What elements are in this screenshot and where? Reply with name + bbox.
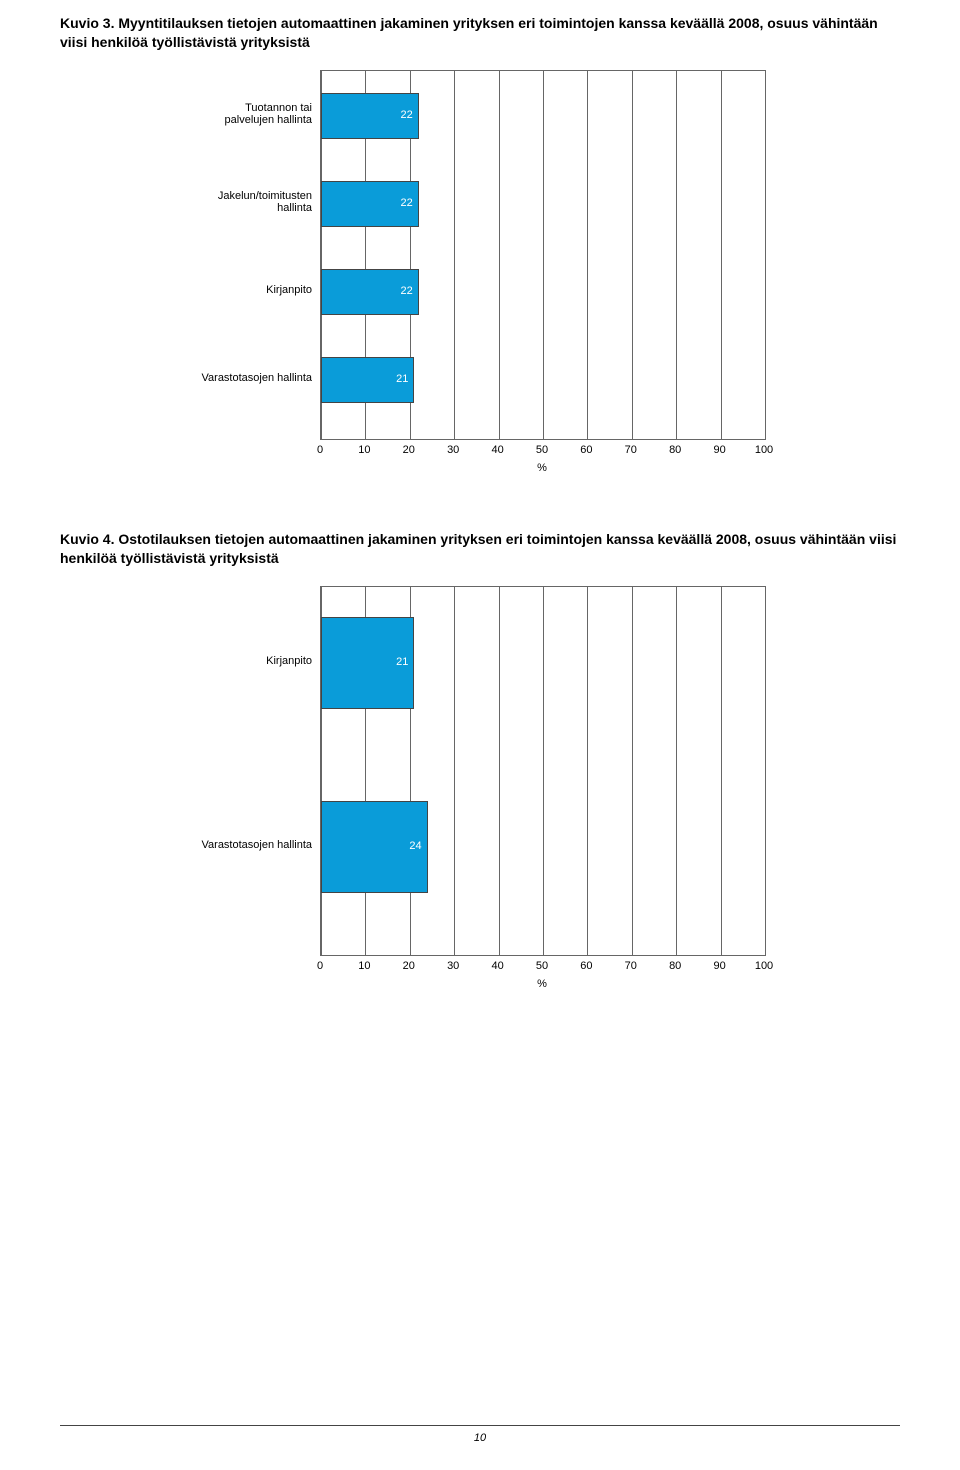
x-tick-label: 90	[713, 960, 725, 972]
x-tick-label: 50	[536, 960, 548, 972]
gridline	[499, 587, 500, 955]
gridline	[454, 587, 455, 955]
category-label-line: palvelujen hallinta	[196, 114, 312, 127]
footer-rule	[60, 1425, 900, 1426]
category-label: Tuotannon taipalvelujen hallinta	[196, 102, 312, 127]
x-axis-label: %	[537, 462, 547, 474]
x-tick-label: 10	[358, 960, 370, 972]
category-label-line: Jakelun/toimitusten	[196, 190, 312, 203]
bar-value-label: 22	[397, 197, 417, 209]
x-tick-label: 80	[669, 960, 681, 972]
gridline	[499, 71, 500, 439]
category-label-line: Varastotasojen hallinta	[196, 839, 312, 852]
gridline	[721, 71, 722, 439]
category-label: Kirjanpito	[196, 284, 312, 297]
category-label-line: Tuotannon tai	[196, 102, 312, 115]
category-label-line: hallinta	[196, 202, 312, 215]
gridline	[765, 587, 766, 955]
bar-value-label: 22	[397, 109, 417, 121]
x-tick-label: 70	[625, 960, 637, 972]
x-tick-label: 60	[580, 960, 592, 972]
gridline	[587, 71, 588, 439]
bar-value-label: 21	[392, 656, 412, 668]
category-label: Kirjanpito	[196, 655, 312, 668]
x-tick-label: 90	[713, 444, 725, 456]
chart2-title: Kuvio 4. Ostotilauksen tietojen automaat…	[60, 530, 900, 568]
page-number: 10	[474, 1432, 486, 1444]
gridline	[587, 587, 588, 955]
x-tick-label: 20	[403, 444, 415, 456]
gridline	[543, 71, 544, 439]
category-label: Jakelun/toimitustenhallinta	[196, 190, 312, 215]
category-label: Varastotasojen hallinta	[196, 839, 312, 852]
gridline	[676, 71, 677, 439]
gridline	[721, 587, 722, 955]
x-tick-label: 100	[755, 960, 773, 972]
x-tick-label: 0	[317, 960, 323, 972]
category-label: Varastotasojen hallinta	[196, 372, 312, 385]
gridline	[454, 71, 455, 439]
gridline	[543, 587, 544, 955]
gridline	[765, 71, 766, 439]
plot-area: 22 22 22 21	[320, 70, 766, 440]
gridline	[676, 587, 677, 955]
x-axis-label: %	[537, 978, 547, 990]
gridline	[632, 587, 633, 955]
chart1: 222222210102030405060708090100Tuotannon …	[196, 70, 764, 484]
plot-area: 21 24	[320, 586, 766, 956]
gridline	[632, 71, 633, 439]
x-tick-label: 30	[447, 960, 459, 972]
x-tick-label: 40	[491, 960, 503, 972]
x-tick-label: 100	[755, 444, 773, 456]
chart1-title: Kuvio 3. Myyntitilauksen tietojen automa…	[60, 14, 900, 52]
chart1-container: 22 22 22 21 0 10 20 30 40 50 60 70 80 90 100 Tuotannon …	[60, 70, 900, 484]
bar-value-label: 21	[392, 373, 412, 385]
category-label-line: Kirjanpito	[196, 284, 312, 297]
chart2: 21240102030405060708090100KirjanpitoVara…	[196, 586, 764, 1000]
x-tick-label: 20	[403, 960, 415, 972]
chart2-container: 21 24 0 10 20 30 40 50 60 70 80 90 100 Kirjanpito Vara…	[60, 586, 900, 1000]
x-tick-label: 30	[447, 444, 459, 456]
category-label-line: Varastotasojen hallinta	[196, 372, 312, 385]
x-tick-label: 50	[536, 444, 548, 456]
category-label-line: Kirjanpito	[196, 655, 312, 668]
x-tick-label: 80	[669, 444, 681, 456]
bar-value-label: 24	[406, 840, 426, 852]
x-tick-label: 60	[580, 444, 592, 456]
x-tick-label: 10	[358, 444, 370, 456]
x-tick-label: 0	[317, 444, 323, 456]
bar-value-label: 22	[397, 285, 417, 297]
x-tick-label: 70	[625, 444, 637, 456]
x-tick-label: 40	[491, 444, 503, 456]
